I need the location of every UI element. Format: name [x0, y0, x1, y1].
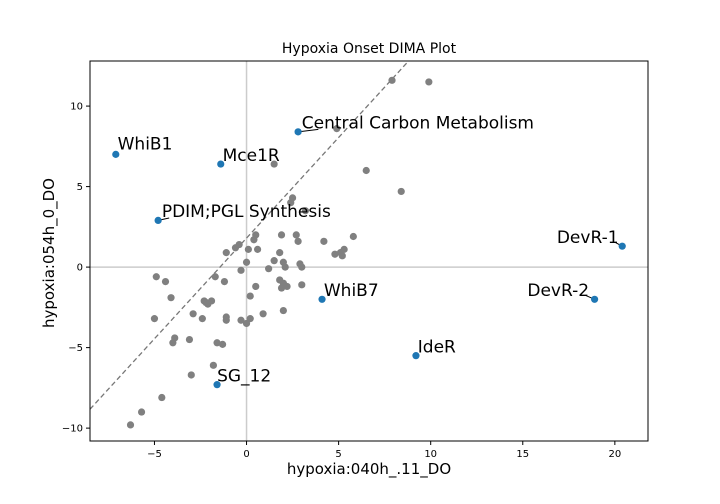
highlighted-point-mce1r [217, 160, 225, 168]
data-point [265, 265, 273, 273]
data-point [397, 187, 405, 196]
point-label-mce1r: Mce1R [223, 146, 280, 166]
data-point [301, 207, 310, 215]
y-tick-label: −5 [68, 343, 83, 354]
data-point [283, 282, 291, 291]
data-point [189, 310, 197, 318]
x-tick-label: 5 [335, 449, 341, 460]
data-point [244, 245, 252, 253]
data-point [126, 421, 135, 429]
data-point [270, 257, 278, 265]
x-axis-title: hypoxia:040h_.11_DO [287, 460, 451, 479]
data-point [259, 310, 267, 318]
y-tick-label: 0 [77, 263, 83, 274]
data-point [298, 281, 306, 289]
highlighted-point-devr-1 [618, 242, 626, 250]
data-point [292, 231, 300, 239]
data-point [231, 244, 240, 252]
data-point [220, 277, 229, 286]
data-point [242, 258, 251, 266]
data-point [294, 237, 302, 245]
data-point [152, 273, 160, 281]
point-label-whib7: WhiB7 [324, 281, 379, 301]
data-point [209, 361, 217, 369]
point-label-whib1: WhiB1 [118, 135, 173, 155]
data-point [161, 277, 170, 286]
y-tick-label: 10 [70, 102, 83, 113]
data-point [150, 315, 159, 323]
data-point [204, 300, 212, 308]
data-point [298, 263, 306, 271]
data-point [158, 393, 166, 402]
point-label-central-carbon-metabolism: Central Carbon Metabolism [302, 114, 534, 134]
x-tick-label: 15 [516, 449, 529, 460]
point-label-devr-2: DevR-2 [527, 281, 589, 301]
data-point [349, 232, 357, 241]
data-point [388, 76, 396, 84]
data-point [185, 335, 194, 344]
highlighted-point-sg-12 [213, 381, 221, 389]
data-point [211, 273, 219, 281]
fit-line [90, 61, 410, 410]
data-point [198, 315, 206, 323]
highlighted-point-pdim-pgl-synthesis [154, 216, 162, 225]
data-point [425, 78, 433, 86]
axes: −5 0 5 10 15 20 −10 −5 0 5 10 [62, 60, 649, 460]
point-label-ider: IdeR [418, 337, 456, 357]
highlighted-point-whib7 [318, 295, 326, 303]
data-point [338, 252, 346, 260]
highlighted-point-devr-2 [590, 295, 599, 303]
data-point [218, 340, 227, 348]
data-point [222, 316, 230, 324]
data-point [287, 199, 295, 207]
y-tick-label: 5 [77, 182, 83, 193]
data-point [253, 245, 262, 253]
x-tick-label: 20 [608, 449, 621, 460]
data-point [250, 236, 258, 244]
data-point [213, 339, 221, 347]
data-point [169, 339, 177, 347]
data-point [331, 250, 339, 258]
data-point [246, 292, 254, 300]
data-point [320, 237, 328, 245]
y-tick-label: −10 [62, 424, 83, 435]
data-point [237, 266, 245, 274]
data-point [237, 316, 245, 324]
x-tick-label: −5 [147, 449, 162, 460]
y-axis-title: hypoxia:054h_0_DO [40, 178, 59, 328]
point-label-pdim-pgl-synthesis: PDIM;PGL Synthesis [162, 202, 331, 222]
data-point [167, 294, 175, 302]
highlighted-point-ider [412, 352, 420, 360]
point-label-devr-1: DevR-1 [557, 228, 619, 248]
data-point [276, 249, 284, 257]
data-point [362, 166, 370, 175]
data-point [242, 319, 251, 328]
data-point [270, 160, 278, 168]
plot-frame [89, 60, 649, 442]
data-point [222, 249, 230, 257]
data-point [281, 263, 289, 271]
data-point [277, 284, 286, 292]
highlighted-point-whib1 [112, 150, 120, 158]
highlighted-point-central-carbon-metabolism [294, 128, 302, 136]
x-tick-label: 0 [243, 449, 249, 460]
x-tick-label: 10 [424, 449, 437, 460]
data-point [137, 408, 146, 416]
data-point [252, 282, 260, 291]
data-point [279, 306, 287, 315]
data-point [277, 231, 286, 239]
data-point [333, 125, 341, 133]
chart-title: Hypoxia Onset DIMA Plot [282, 41, 457, 57]
data-point [187, 371, 195, 379]
plot-area: WhiB1 Central Carbon Metabolism Mce1R PDIM;… [90, 61, 648, 441]
point-label-sg-12: SG_12 [217, 366, 271, 386]
